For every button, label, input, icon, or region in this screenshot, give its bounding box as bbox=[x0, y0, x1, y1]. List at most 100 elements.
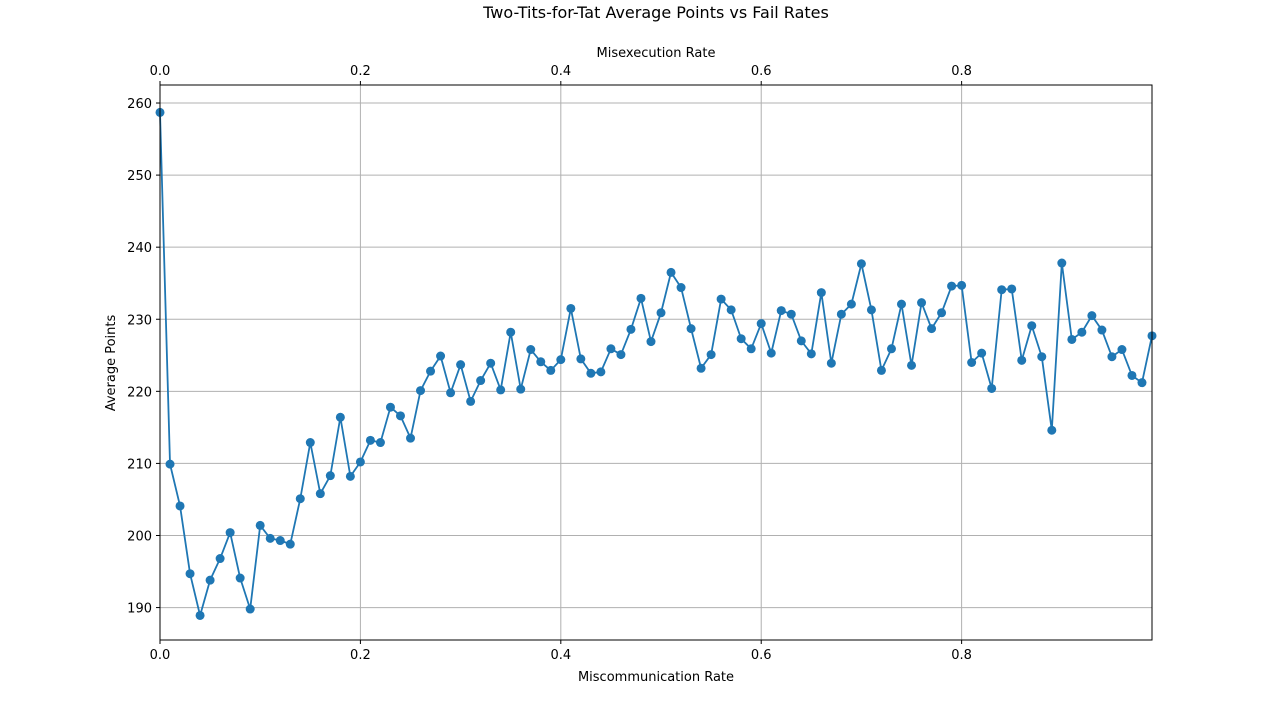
data-point bbox=[726, 305, 736, 315]
data-point bbox=[456, 360, 466, 370]
data-point bbox=[325, 471, 335, 481]
data-point bbox=[626, 324, 636, 334]
data-point bbox=[526, 345, 536, 355]
x-tick-label: 0.2 bbox=[350, 648, 371, 663]
data-point bbox=[586, 368, 596, 378]
data-point bbox=[816, 288, 826, 298]
data-point bbox=[596, 367, 606, 377]
data-point bbox=[977, 348, 987, 358]
data-point bbox=[886, 344, 896, 354]
data-point bbox=[937, 308, 947, 318]
data-point bbox=[335, 412, 345, 422]
top-x-axis: 0.0 0.2 0.4 0.6 0.8 bbox=[150, 64, 972, 85]
data-point bbox=[957, 280, 967, 290]
data-point bbox=[907, 360, 917, 370]
x2-tick-label: 0.8 bbox=[951, 64, 972, 79]
data-point bbox=[917, 298, 927, 308]
data-point bbox=[967, 358, 977, 367]
series-line bbox=[159, 112, 1153, 617]
data-point bbox=[1007, 284, 1017, 294]
data-point bbox=[636, 293, 646, 303]
data-point bbox=[866, 305, 876, 315]
y-tick-label: 220 bbox=[127, 385, 152, 400]
data-point bbox=[646, 337, 656, 347]
data-point bbox=[706, 350, 716, 360]
data-point bbox=[856, 259, 866, 269]
y-tick-label: 240 bbox=[127, 241, 152, 256]
data-point bbox=[616, 350, 626, 360]
data-point bbox=[496, 385, 506, 395]
data-point bbox=[416, 386, 426, 396]
y-axis-title: Average Points bbox=[104, 314, 119, 411]
y-tick-label: 260 bbox=[127, 97, 152, 112]
data-point bbox=[876, 365, 886, 375]
data-point bbox=[305, 438, 315, 448]
data-point bbox=[766, 348, 776, 358]
data-point bbox=[195, 610, 205, 620]
data-point bbox=[1047, 425, 1057, 435]
data-point bbox=[295, 494, 305, 504]
data-point bbox=[686, 324, 696, 334]
data-point bbox=[315, 489, 325, 499]
data-point bbox=[476, 376, 486, 386]
data-point bbox=[1117, 345, 1127, 355]
data-point bbox=[676, 283, 686, 293]
plot-frame bbox=[159, 84, 1153, 641]
data-point bbox=[576, 354, 586, 364]
data-point bbox=[1107, 352, 1117, 362]
data-point bbox=[606, 344, 616, 354]
data-point bbox=[516, 384, 526, 394]
data-point bbox=[175, 501, 185, 511]
top-x-axis-title: Misexecution Rate bbox=[597, 46, 716, 61]
x-tick-label: 0.0 bbox=[150, 648, 171, 663]
data-point bbox=[225, 528, 235, 538]
chart-title: Two-Tits-for-Tat Average Points vs Fail … bbox=[482, 3, 829, 22]
data-point bbox=[997, 285, 1007, 295]
data-point bbox=[666, 267, 676, 277]
data-point bbox=[1087, 311, 1097, 321]
data-point bbox=[536, 357, 546, 367]
data-point bbox=[486, 358, 496, 368]
data-point bbox=[1077, 327, 1087, 337]
y-tick-label: 190 bbox=[127, 602, 152, 617]
data-point bbox=[1057, 258, 1067, 268]
data-point bbox=[776, 306, 786, 316]
data-point bbox=[846, 299, 856, 309]
y-axis: 190 200 210 220 230 240 250 260 bbox=[127, 97, 160, 617]
y-tick-label: 250 bbox=[127, 169, 152, 184]
data-point bbox=[255, 520, 265, 530]
bottom-x-axis-title: Miscommunication Rate bbox=[578, 670, 734, 685]
y-tick-label: 200 bbox=[127, 529, 152, 544]
data-point bbox=[1097, 325, 1107, 335]
data-point bbox=[365, 435, 375, 445]
data-point bbox=[205, 575, 215, 585]
x-tick-label: 0.6 bbox=[751, 648, 772, 663]
x-tick-label: 0.8 bbox=[951, 648, 972, 663]
data-point bbox=[1137, 378, 1147, 388]
data-point bbox=[285, 539, 295, 549]
data-point bbox=[947, 281, 957, 291]
data-point bbox=[736, 334, 746, 344]
data-point bbox=[385, 402, 395, 412]
data-point bbox=[1037, 352, 1047, 362]
data-series bbox=[155, 107, 1157, 620]
data-point bbox=[1027, 321, 1037, 331]
data-point bbox=[746, 344, 756, 354]
bottom-x-axis: 0.0 0.2 0.4 0.6 0.8 bbox=[150, 640, 972, 663]
data-point bbox=[556, 355, 566, 365]
data-point bbox=[426, 366, 436, 376]
data-point bbox=[506, 327, 516, 337]
data-point bbox=[696, 363, 706, 373]
data-point bbox=[826, 358, 836, 368]
x2-tick-label: 0.4 bbox=[550, 64, 571, 79]
data-point bbox=[836, 309, 846, 319]
data-point bbox=[245, 604, 255, 614]
data-point bbox=[656, 308, 666, 318]
data-point bbox=[406, 433, 416, 443]
data-point bbox=[375, 438, 385, 448]
y-tick-label: 210 bbox=[127, 457, 152, 472]
grid-lines bbox=[159, 85, 1152, 640]
x-tick-label: 0.4 bbox=[550, 648, 571, 663]
